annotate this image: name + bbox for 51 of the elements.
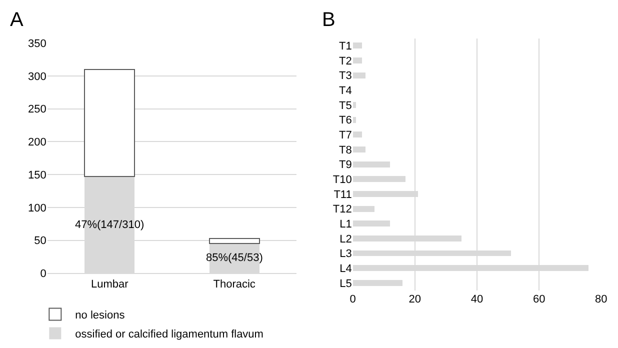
y-tick-label: L2: [340, 233, 352, 246]
bar: [352, 42, 362, 49]
y-tick-label: 0: [40, 268, 46, 280]
y-tick-label: 300: [28, 70, 46, 83]
x-tick-label: 20: [408, 293, 422, 306]
bar: [352, 280, 402, 286]
y-tick-label: 350: [28, 38, 46, 50]
bar: [352, 146, 366, 152]
y-tick-label: T4: [338, 85, 352, 98]
y-tick-label: T9: [338, 159, 352, 172]
chart-title: A: [10, 9, 24, 31]
x-tick-label: 80: [595, 293, 608, 306]
y-tick-label: 50: [34, 235, 46, 248]
bar: [352, 72, 366, 78]
x-tick-label: Lumbar: [91, 278, 129, 290]
y-tick-label: T2: [338, 55, 352, 68]
y-tick-label: L1: [340, 218, 352, 230]
y-tick-label: T3: [338, 70, 352, 82]
bar: [352, 176, 406, 182]
bar: [352, 102, 356, 108]
y-tick-label: T10: [332, 174, 352, 186]
y-tick-label: T5: [338, 100, 352, 112]
y-tick-label: T11: [334, 188, 352, 201]
chart-title: B: [322, 9, 336, 31]
y-tick-label: 150: [28, 169, 46, 182]
bar: [352, 161, 390, 168]
bar: [352, 132, 362, 138]
y-tick-label: T6: [338, 114, 352, 127]
x-tick-label: Thoracic: [213, 278, 256, 290]
y-tick-label: L4: [340, 262, 352, 275]
bar: [352, 58, 362, 64]
y-tick-label: T12: [332, 204, 352, 216]
legend-label: no lesions: [75, 309, 126, 322]
y-tick-label: 250: [28, 104, 46, 116]
annotation: 85%(45/53): [206, 252, 263, 264]
y-tick-label: 100: [28, 202, 46, 214]
x-tick-label: 60: [532, 293, 546, 306]
x-tick-label: 40: [470, 293, 484, 306]
y-tick-label: T8: [338, 144, 352, 156]
y-tick-label: T7: [338, 130, 352, 142]
y-tick-label: L5: [340, 278, 352, 290]
annotation: 47%(147/310): [75, 219, 144, 231]
bar: [208, 238, 260, 244]
bar: [352, 116, 356, 123]
bar: [352, 220, 390, 227]
y-tick-label: L3: [340, 248, 352, 260]
bar: [84, 68, 136, 178]
legend-label: ossified or calcified ligamentum flavum: [75, 328, 264, 340]
bar: [352, 206, 375, 212]
y-tick-label: T1: [338, 40, 352, 53]
y-tick-label: 200: [28, 136, 46, 149]
